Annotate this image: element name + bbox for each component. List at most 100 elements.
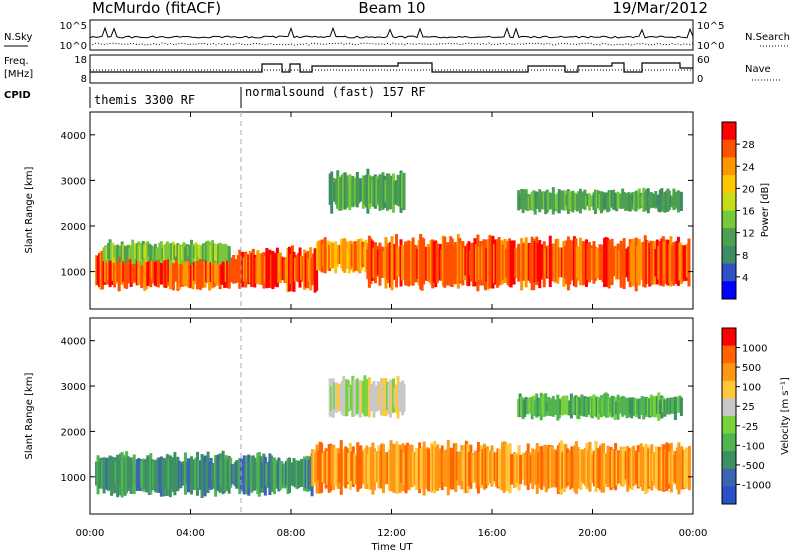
scatter-cell bbox=[420, 237, 424, 291]
scatter-cell bbox=[223, 243, 227, 262]
scatter-cell bbox=[119, 253, 123, 284]
scatter-cell bbox=[146, 255, 150, 286]
scatter-cell bbox=[117, 248, 121, 292]
scatter-cell bbox=[354, 177, 358, 207]
scatter-cell bbox=[396, 246, 400, 277]
scatter-cell bbox=[161, 247, 165, 260]
scatter-cell bbox=[559, 399, 563, 415]
scatter-cell bbox=[194, 256, 198, 285]
scatter-cell bbox=[535, 443, 539, 494]
colorbar-tick: -25 bbox=[742, 422, 758, 433]
scatter-cell bbox=[291, 245, 294, 292]
scatter-cell bbox=[339, 385, 343, 409]
scatter-cell bbox=[186, 458, 190, 493]
scatter-cell bbox=[483, 239, 487, 291]
scatter-cell bbox=[360, 451, 364, 484]
scatter-cell bbox=[362, 450, 366, 484]
scatter-cell bbox=[504, 442, 508, 490]
scatter-cell bbox=[687, 446, 691, 491]
scatter-cell bbox=[330, 386, 334, 412]
scatter-cell bbox=[645, 189, 649, 209]
scatter-cell bbox=[99, 251, 103, 290]
scatter-cell bbox=[613, 192, 617, 210]
scatter-cell bbox=[143, 459, 147, 490]
scatter-cell bbox=[604, 192, 608, 210]
scatter-cell bbox=[607, 397, 611, 417]
scatter-cell bbox=[364, 383, 368, 411]
scatter-cell bbox=[638, 452, 642, 487]
scatter-cell bbox=[646, 397, 650, 417]
scatter-cell bbox=[375, 451, 379, 483]
scatter-cell bbox=[122, 244, 126, 262]
scatter-cell bbox=[134, 256, 138, 283]
scatter-cell bbox=[568, 191, 572, 209]
nave-tick-top: 60 bbox=[697, 55, 710, 66]
scatter-cell bbox=[539, 392, 543, 421]
scatter-cell bbox=[226, 459, 230, 491]
scatter-cell bbox=[647, 448, 651, 489]
scatter-cell bbox=[627, 246, 631, 282]
scatter-cell bbox=[277, 252, 281, 283]
scatter-cell bbox=[469, 444, 473, 489]
scatter-cell bbox=[643, 235, 647, 288]
scatter-cell bbox=[630, 242, 634, 281]
scatter-cell bbox=[529, 244, 533, 284]
scatter-cell bbox=[257, 452, 261, 497]
scatter-cell bbox=[624, 451, 628, 480]
colorbar-tick: 16 bbox=[742, 207, 755, 218]
scatter-cell bbox=[610, 190, 614, 207]
scatter-cell bbox=[547, 444, 551, 488]
scatter-cell bbox=[642, 187, 646, 213]
scatter-cell bbox=[357, 447, 361, 490]
scatter-cell bbox=[141, 258, 145, 283]
scatter-cell bbox=[597, 396, 601, 420]
scatter-cell bbox=[301, 459, 305, 486]
scatter-cell bbox=[387, 173, 391, 210]
scatter-cell bbox=[167, 243, 171, 258]
scatter-cell bbox=[440, 445, 444, 491]
scatter-cell bbox=[613, 397, 617, 420]
scatter-cell bbox=[569, 192, 573, 212]
scatter-cell bbox=[353, 453, 357, 485]
scatter-cell bbox=[475, 450, 479, 489]
scatter-cell bbox=[194, 242, 198, 261]
scatter-cell bbox=[581, 399, 585, 417]
scatter-cell bbox=[654, 398, 658, 418]
scatter-cell bbox=[101, 460, 105, 489]
scatter-cell bbox=[618, 452, 622, 483]
scatter-cell bbox=[604, 236, 608, 285]
scatter-cell bbox=[592, 241, 596, 284]
scatter-cell bbox=[295, 254, 299, 281]
scatter-cell bbox=[280, 256, 284, 281]
scatter-cell bbox=[476, 442, 480, 494]
scatter-cell bbox=[345, 448, 349, 485]
scatter-cell bbox=[349, 240, 353, 270]
scatter-cell bbox=[197, 257, 201, 283]
scatter-cell bbox=[356, 239, 360, 272]
scatter-cell bbox=[344, 241, 348, 269]
scatter-cell bbox=[401, 443, 405, 492]
scatter-cell bbox=[428, 453, 432, 481]
scatter-cell bbox=[253, 254, 257, 288]
scatter-cell bbox=[529, 397, 533, 414]
cpid-segment-2: normalsound (fast) 157 RF bbox=[245, 85, 426, 99]
scatter-cell bbox=[449, 447, 453, 490]
scatter-cell bbox=[612, 249, 616, 277]
scatter-cell bbox=[341, 453, 345, 484]
scatter-cell bbox=[351, 175, 355, 208]
scatter-cell bbox=[269, 254, 273, 287]
scatter-cell bbox=[248, 250, 252, 283]
scatter-cell bbox=[446, 440, 450, 496]
scatter-cell bbox=[615, 247, 619, 280]
scatter-cell bbox=[600, 395, 604, 418]
freq-tick-top: 18 bbox=[74, 55, 87, 66]
scatter-cell bbox=[199, 249, 203, 290]
frequency-trace bbox=[90, 62, 693, 73]
scatter-cell bbox=[527, 242, 531, 281]
scatter-cell bbox=[532, 238, 536, 291]
scatter-cell bbox=[452, 247, 456, 279]
scatter-cell bbox=[666, 443, 670, 489]
scatter-cell bbox=[372, 448, 376, 491]
scatter-cell bbox=[649, 191, 653, 208]
scatter-cell bbox=[387, 243, 391, 284]
